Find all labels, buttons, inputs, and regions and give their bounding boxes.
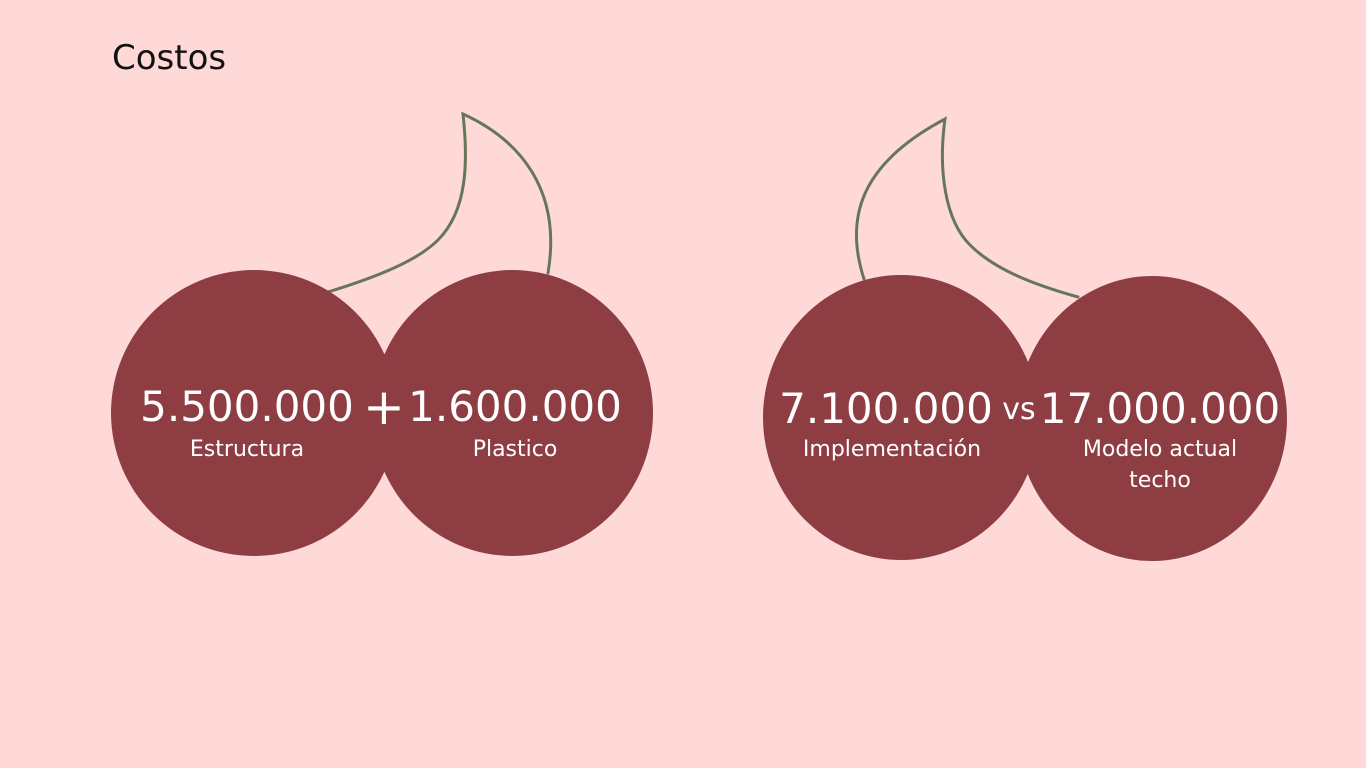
label-plastico: Plastico — [472, 437, 558, 462]
label-modelo-actual: Modelo actual techo — [1082, 437, 1238, 493]
value-plastico: 1.600.000 — [408, 382, 622, 431]
cherry-implementacion — [763, 275, 1039, 560]
label-estructura: Estructura — [189, 437, 305, 462]
cherry-plastico — [372, 270, 653, 556]
label-implementacion: Implementación — [802, 437, 982, 462]
plus-operator: + — [363, 378, 405, 436]
value-modelo-actual: 17.000.000 — [1039, 384, 1281, 433]
left-cherry-stem — [326, 111, 553, 294]
slide-title: Costos — [112, 38, 227, 78]
right-cherry-stem — [854, 116, 1080, 299]
cherry-modelo-actual — [1017, 276, 1287, 561]
vs-operator: vs — [1002, 392, 1036, 427]
value-estructura: 5.500.000 — [140, 382, 354, 431]
cherry-estructura — [111, 270, 397, 556]
value-implementacion: 7.100.000 — [779, 384, 993, 433]
